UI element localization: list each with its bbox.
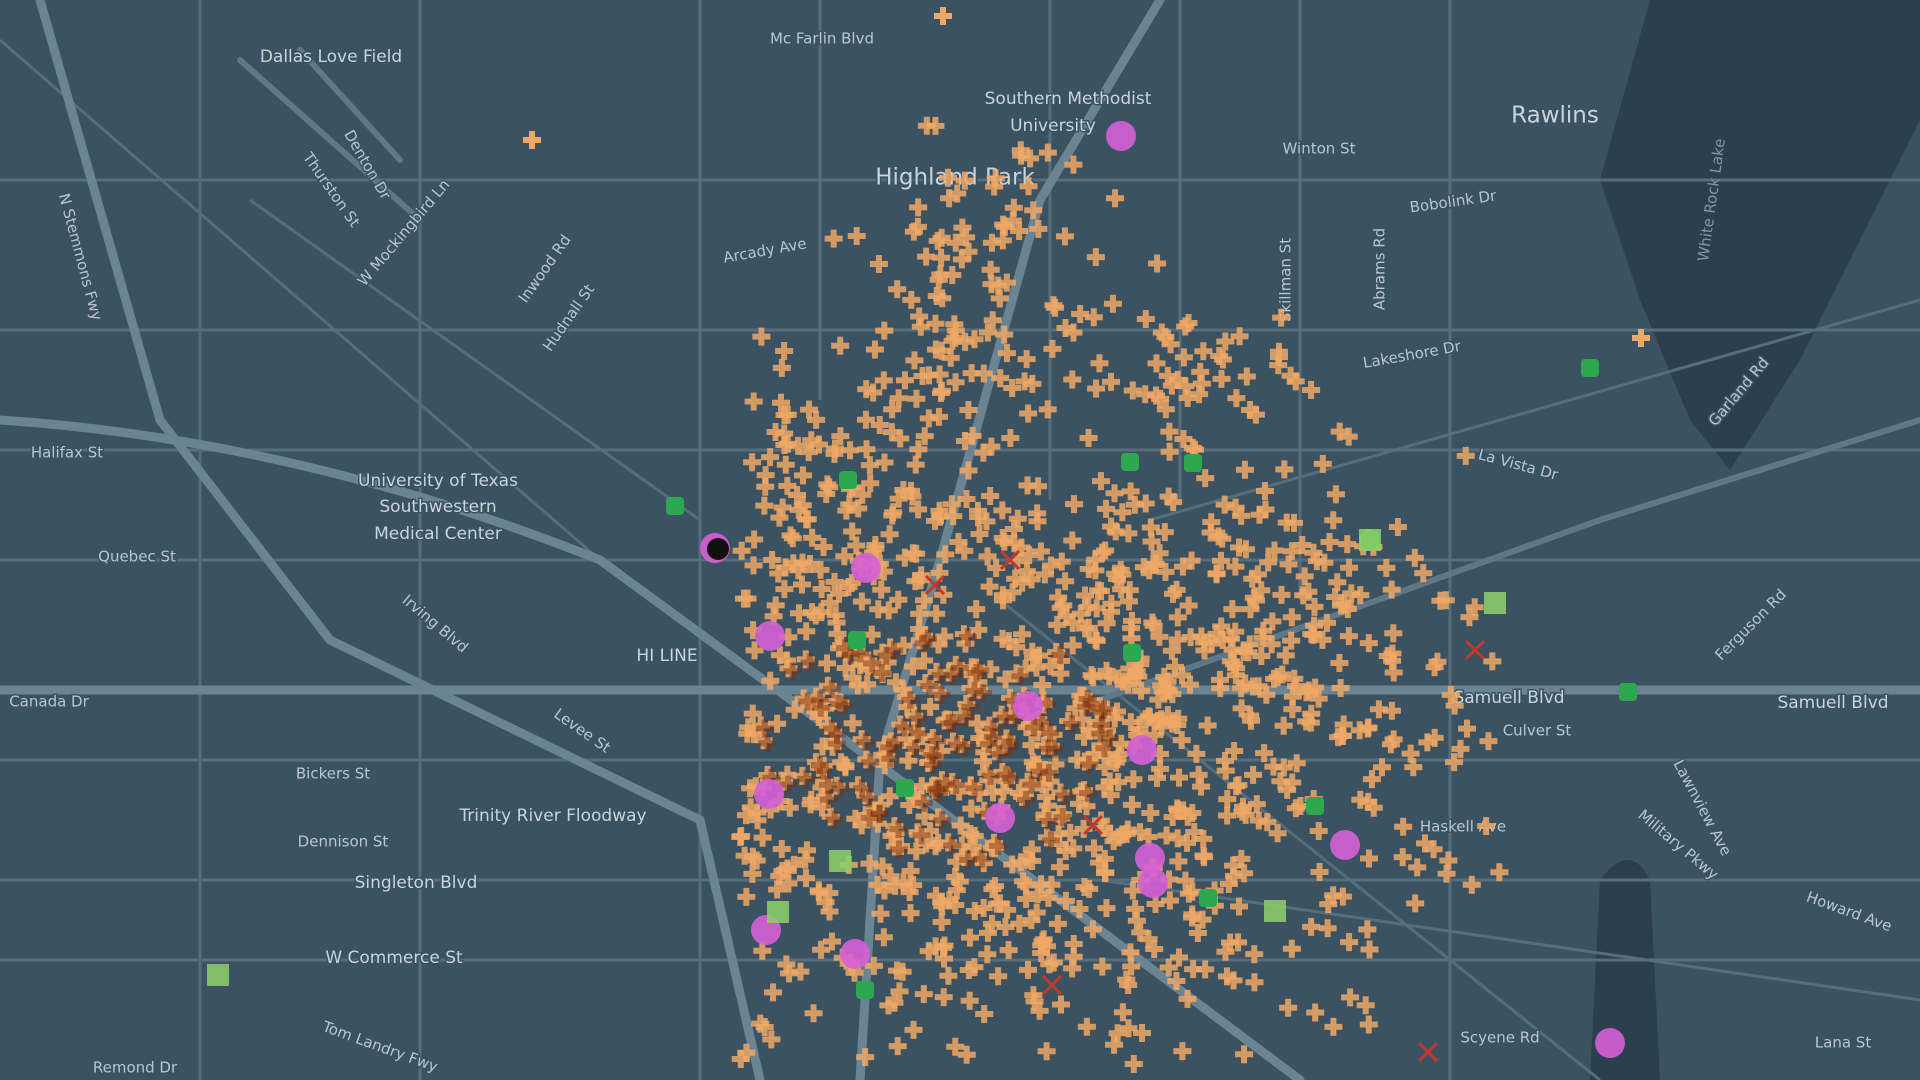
street-label: Remond Dr [93,1059,178,1077]
transit-marker[interactable] [666,497,684,515]
transit-marker[interactable] [1121,453,1139,471]
street-label: Canada Dr [9,693,89,711]
crime-marker[interactable] [1041,974,1063,996]
park-marker[interactable] [1264,900,1286,922]
poi-marker[interactable] [1127,735,1157,765]
place-label: Medical Center [374,524,502,544]
transit-marker[interactable] [1581,359,1599,377]
street-label: Culver St [1503,722,1572,740]
markers [207,7,1650,1074]
street-label: Samuell Blvd [1777,693,1888,713]
place-label: University [1010,116,1096,136]
poi-marker[interactable] [1106,121,1136,151]
transit-marker[interactable] [896,779,914,797]
poi-marker[interactable] [1330,830,1360,860]
place-label: HI LINE [636,646,697,666]
street-label: Quebec St [98,548,176,566]
street-label: Bickers St [296,765,370,783]
place-label: Southwestern [379,497,496,517]
place-label: University of Texas [358,471,518,491]
transit-marker[interactable] [1199,889,1217,907]
park-marker[interactable] [1359,529,1381,551]
transit-marker[interactable] [1123,644,1141,662]
street-label: Mc Farlin Blvd [770,30,874,48]
poi-marker[interactable] [1595,1028,1625,1058]
place-label: Southern Methodist [985,89,1152,109]
street-label: Scyene Rd [1460,1029,1539,1047]
street-label: Halifax St [31,444,103,462]
crime-marker[interactable] [1417,1041,1439,1063]
transit-marker[interactable] [848,631,866,649]
place-label: Rawlins [1511,103,1599,129]
poi-marker[interactable] [755,621,785,651]
poi-marker[interactable] [1138,868,1168,898]
street-label: Singleton Blvd [355,873,478,893]
transit-marker[interactable] [1619,683,1637,701]
poi-marker[interactable] [985,803,1015,833]
poi-marker[interactable] [754,779,784,809]
street-label: Winton St [1283,140,1356,158]
transit-marker[interactable] [1306,797,1324,815]
park-marker[interactable] [1484,592,1506,614]
place-label: Dallas Love Field [260,47,402,67]
crime-marker[interactable] [999,549,1021,571]
park-marker[interactable] [207,964,229,986]
street-label: Abrams Rd [1371,228,1389,310]
poi-marker[interactable] [1135,843,1165,873]
transit-marker[interactable] [839,471,857,489]
park-marker[interactable] [767,901,789,923]
place-label: Trinity River Floodway [458,806,646,826]
crime-marker[interactable] [1464,639,1486,661]
poi-marker[interactable] [840,939,870,969]
crime-marker[interactable] [1082,814,1104,836]
street-label: Lana St [1815,1034,1872,1052]
poi-marker[interactable] [1013,691,1043,721]
poi-marker-dark[interactable] [707,538,729,560]
street-label: W Commerce St [325,948,463,968]
street-label: Samuell Blvd [1453,688,1564,708]
transit-marker[interactable] [856,981,874,999]
street-label: Dennison St [298,833,389,851]
crime-marker[interactable] [924,574,946,596]
park-marker[interactable] [829,850,851,872]
street-label: Skillman St [1277,238,1295,322]
transit-marker[interactable] [1184,454,1202,472]
poi-marker[interactable] [851,553,881,583]
